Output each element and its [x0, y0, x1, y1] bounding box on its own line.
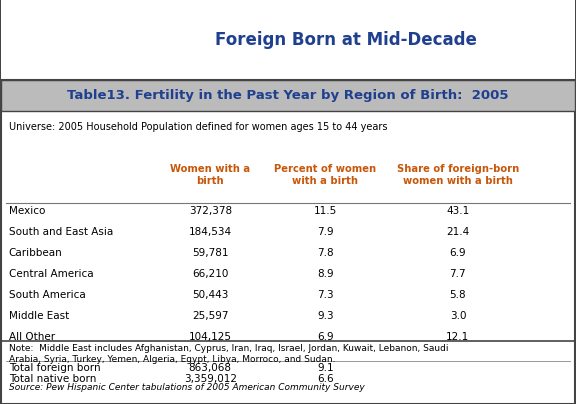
Text: Middle East: Middle East — [9, 311, 69, 321]
Text: 3,359,012: 3,359,012 — [184, 374, 237, 383]
Text: Share of foreign-born
women with a birth: Share of foreign-born women with a birth — [397, 164, 519, 186]
Text: 7.8: 7.8 — [317, 248, 334, 258]
Text: 9.1: 9.1 — [317, 364, 334, 373]
Text: 66,210: 66,210 — [192, 269, 229, 279]
Text: 21.4: 21.4 — [446, 227, 469, 237]
Text: Hispanic: Hispanic — [11, 27, 98, 46]
Text: 184,534: 184,534 — [189, 227, 232, 237]
Polygon shape — [54, 5, 90, 15]
Text: Central America: Central America — [9, 269, 93, 279]
Text: Percent of women
with a birth: Percent of women with a birth — [274, 164, 377, 186]
Text: Pew: Pew — [36, 17, 59, 27]
Text: 59,781: 59,781 — [192, 248, 229, 258]
Text: Table13. Fertility in the Past Year by Region of Birth:  2005: Table13. Fertility in the Past Year by R… — [67, 89, 509, 102]
Text: Total native born: Total native born — [9, 374, 96, 383]
Text: All Other: All Other — [9, 332, 55, 342]
Text: 8.9: 8.9 — [317, 269, 334, 279]
Text: 6.9: 6.9 — [450, 248, 466, 258]
Text: 372,378: 372,378 — [189, 206, 232, 216]
Text: 104,125: 104,125 — [189, 332, 232, 342]
Text: Foreign Born at Mid-Decade: Foreign Born at Mid-Decade — [215, 31, 476, 49]
Text: Center: Center — [38, 48, 75, 58]
Text: South America: South America — [9, 290, 85, 300]
Text: 6.6: 6.6 — [317, 374, 334, 383]
Text: 11.5: 11.5 — [314, 206, 337, 216]
Text: Total foreign born: Total foreign born — [9, 364, 100, 373]
Text: Note:  Middle East includes Afghanistan, Cyprus, Iran, Iraq, Israel, Jordan, Kuw: Note: Middle East includes Afghanistan, … — [9, 344, 448, 364]
Text: 863,068: 863,068 — [189, 364, 232, 373]
Text: 5.8: 5.8 — [450, 290, 466, 300]
Text: Source: Pew Hispanic Center tabulations of 2005 American Community Survey: Source: Pew Hispanic Center tabulations … — [9, 383, 365, 392]
Text: 9.3: 9.3 — [317, 311, 334, 321]
Text: 50,443: 50,443 — [192, 290, 229, 300]
Text: 7.3: 7.3 — [317, 290, 334, 300]
Text: Mexico: Mexico — [9, 206, 45, 216]
Text: 43.1: 43.1 — [446, 206, 469, 216]
Text: 25,597: 25,597 — [192, 311, 229, 321]
Text: Women with a
birth: Women with a birth — [170, 164, 251, 186]
Text: Caribbean: Caribbean — [9, 248, 62, 258]
Text: 3.0: 3.0 — [450, 311, 466, 321]
Text: 7.7: 7.7 — [450, 269, 466, 279]
Text: Universe: 2005 Household Population defined for women ages 15 to 44 years: Universe: 2005 Household Population defi… — [9, 122, 387, 132]
Text: South and East Asia: South and East Asia — [9, 227, 113, 237]
Text: 7.9: 7.9 — [317, 227, 334, 237]
Text: 6.9: 6.9 — [317, 332, 334, 342]
Text: 12.1: 12.1 — [446, 332, 469, 342]
